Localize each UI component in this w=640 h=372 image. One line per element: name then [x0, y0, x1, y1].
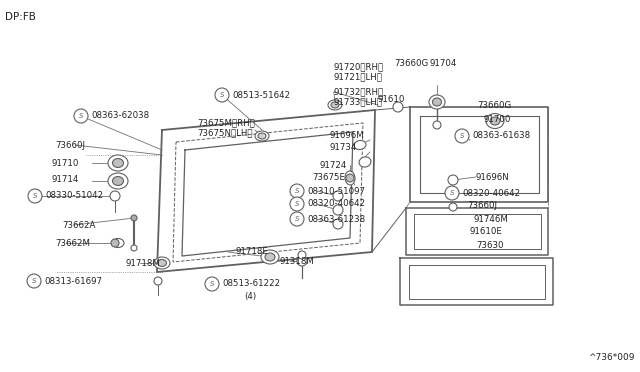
Circle shape: [298, 251, 306, 259]
Ellipse shape: [258, 133, 266, 139]
Text: 91724: 91724: [320, 160, 348, 170]
Text: 91700: 91700: [483, 115, 510, 124]
Circle shape: [346, 174, 354, 182]
Circle shape: [215, 88, 229, 102]
Circle shape: [333, 205, 343, 215]
Ellipse shape: [486, 113, 504, 128]
Text: 91610: 91610: [378, 96, 405, 105]
Text: 91714: 91714: [52, 174, 79, 183]
Circle shape: [393, 102, 403, 112]
Ellipse shape: [265, 253, 275, 261]
Text: S: S: [295, 201, 300, 207]
Circle shape: [27, 274, 41, 288]
Text: (4): (4): [244, 292, 256, 301]
Text: S: S: [450, 190, 454, 196]
Circle shape: [455, 129, 469, 143]
Ellipse shape: [154, 257, 170, 269]
Text: 08363-61238: 08363-61238: [307, 215, 365, 224]
Text: 73662M: 73662M: [55, 238, 90, 247]
Ellipse shape: [433, 98, 442, 106]
Text: 73630: 73630: [476, 241, 504, 250]
Text: 08513-61222: 08513-61222: [222, 279, 280, 289]
Circle shape: [110, 191, 120, 201]
Text: 91696M: 91696M: [330, 131, 365, 140]
Ellipse shape: [112, 238, 124, 247]
Text: 73675N〈LH〉: 73675N〈LH〉: [197, 128, 253, 138]
Text: DP:FB: DP:FB: [5, 12, 36, 22]
Ellipse shape: [331, 102, 339, 108]
Text: S: S: [33, 193, 37, 199]
Circle shape: [111, 239, 119, 247]
Ellipse shape: [255, 131, 269, 141]
Ellipse shape: [108, 155, 128, 171]
Circle shape: [448, 188, 458, 198]
Text: 08363-62038: 08363-62038: [91, 112, 149, 121]
Text: 91720〈RH〉: 91720〈RH〉: [334, 62, 384, 71]
Circle shape: [290, 184, 304, 198]
Circle shape: [333, 219, 343, 229]
Text: 91718M: 91718M: [126, 259, 161, 267]
Circle shape: [290, 212, 304, 226]
Text: 91732〈RH〉: 91732〈RH〉: [334, 87, 384, 96]
Text: 08320-40642: 08320-40642: [462, 189, 520, 198]
Ellipse shape: [157, 260, 166, 266]
Text: 91710: 91710: [52, 158, 79, 167]
Circle shape: [445, 186, 459, 200]
Circle shape: [297, 256, 307, 266]
Circle shape: [74, 109, 88, 123]
Text: S: S: [79, 113, 83, 119]
Text: 08330-51042: 08330-51042: [45, 192, 103, 201]
Text: 08513-51642: 08513-51642: [232, 90, 290, 99]
Ellipse shape: [113, 158, 124, 167]
Circle shape: [333, 191, 343, 201]
Text: 91704: 91704: [429, 58, 456, 67]
Text: 91696N: 91696N: [476, 173, 509, 182]
Ellipse shape: [429, 95, 445, 109]
Circle shape: [154, 277, 162, 285]
Text: 91733〈LH〉: 91733〈LH〉: [334, 97, 383, 106]
Text: S: S: [460, 133, 464, 139]
Text: 08313-61697: 08313-61697: [44, 276, 102, 285]
Circle shape: [449, 203, 457, 211]
Text: 08363-61638: 08363-61638: [472, 131, 530, 141]
Ellipse shape: [108, 173, 128, 189]
Text: 91734: 91734: [330, 142, 357, 151]
Text: S: S: [32, 278, 36, 284]
Ellipse shape: [490, 117, 500, 125]
Ellipse shape: [345, 171, 355, 185]
Text: 73660G: 73660G: [477, 100, 511, 109]
Text: 73660G: 73660G: [394, 58, 428, 67]
Text: S: S: [295, 188, 300, 194]
Text: S: S: [220, 92, 224, 98]
Text: 73660J: 73660J: [55, 141, 85, 150]
Circle shape: [28, 189, 42, 203]
Ellipse shape: [113, 176, 124, 186]
Ellipse shape: [359, 157, 371, 167]
Text: 73662A: 73662A: [62, 221, 95, 230]
Circle shape: [131, 245, 137, 251]
Ellipse shape: [354, 141, 366, 150]
Text: S: S: [210, 281, 214, 287]
Text: ^736*009: ^736*009: [589, 353, 635, 362]
Text: S: S: [295, 216, 300, 222]
Text: 91746M: 91746M: [473, 215, 508, 224]
Text: 73675M〈RH〉: 73675M〈RH〉: [197, 119, 255, 128]
Text: 08310-51097: 08310-51097: [307, 186, 365, 196]
Circle shape: [131, 215, 137, 221]
Ellipse shape: [328, 100, 342, 110]
Text: 91318M: 91318M: [280, 257, 315, 266]
Ellipse shape: [261, 250, 279, 264]
Text: 91610E: 91610E: [470, 227, 503, 235]
Text: 73660J: 73660J: [467, 202, 497, 211]
Circle shape: [448, 175, 458, 185]
Text: 91721〈LH〉: 91721〈LH〉: [334, 73, 383, 81]
Circle shape: [433, 121, 441, 129]
Circle shape: [205, 277, 219, 291]
Text: 08320-40642: 08320-40642: [307, 199, 365, 208]
Text: 91718E: 91718E: [236, 247, 269, 257]
Text: 73675E: 73675E: [312, 173, 345, 182]
Circle shape: [290, 197, 304, 211]
